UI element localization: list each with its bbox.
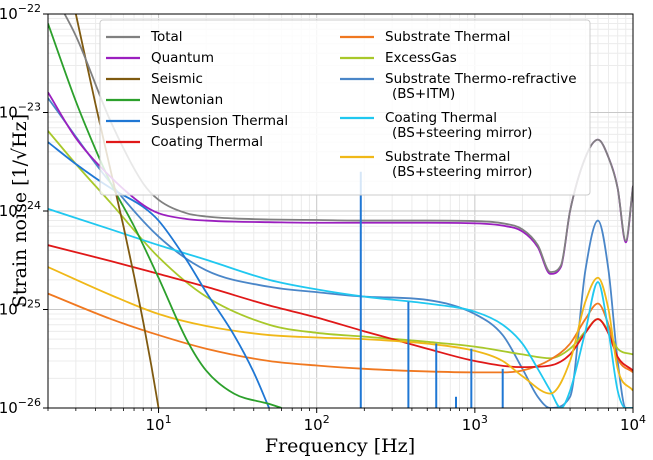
y-tick-label: 10−22 (0, 2, 41, 23)
series-line (74, 14, 160, 408)
legend-label: ExcessGas (385, 50, 457, 66)
y-tick-label: 10−24 (0, 199, 41, 220)
legend-label: Substrate Thermal (385, 149, 510, 165)
legend-label: Suspension Thermal (151, 113, 288, 129)
series-line (48, 208, 633, 408)
y-tick-label: 10−23 (0, 101, 41, 122)
legend-box (99, 19, 591, 196)
series-line (48, 141, 270, 408)
legend-label: Total (150, 29, 183, 45)
x-axis-label: Frequency [Hz] (265, 435, 415, 457)
spike-group (359, 171, 504, 408)
legend-label: Coating Thermal (151, 134, 263, 150)
series-line (48, 292, 633, 374)
y-axis-label: Strain noise [1/√Hz] (9, 114, 31, 308)
y-tick-label: 10−26 (0, 396, 41, 417)
legend-label-line2: (BS+steering mirror) (392, 125, 532, 141)
x-tick-label: 102 (304, 413, 330, 434)
legend-label: Seismic (151, 71, 203, 87)
series-group (48, 14, 633, 408)
x-tick-label: 101 (145, 413, 171, 434)
legend-label: Coating Thermal (385, 110, 497, 126)
series-line (63, 14, 633, 273)
x-tick-label: 104 (620, 413, 646, 434)
x-tick-label: 103 (462, 413, 488, 434)
y-tick-label: 10−25 (0, 298, 41, 319)
legend-label: Substrate Thermo-refractive (385, 71, 577, 87)
legend-label: Substrate Thermal (385, 29, 510, 45)
series-line (48, 266, 633, 395)
axis-ticks: 101 102 103 104 10−22 10−23 10−24 10−25 10−26 (0, 2, 646, 434)
legend-label: Quantum (151, 50, 214, 66)
legend-label-line2: (BS+steering mirror) (392, 164, 532, 180)
legend-label-line2: (BS+ITM) (392, 86, 455, 102)
series-line (48, 23, 282, 408)
legend-label: Newtonian (151, 92, 223, 108)
legend: Total Quantum Seismic Newtonian Suspension T… (99, 19, 591, 196)
